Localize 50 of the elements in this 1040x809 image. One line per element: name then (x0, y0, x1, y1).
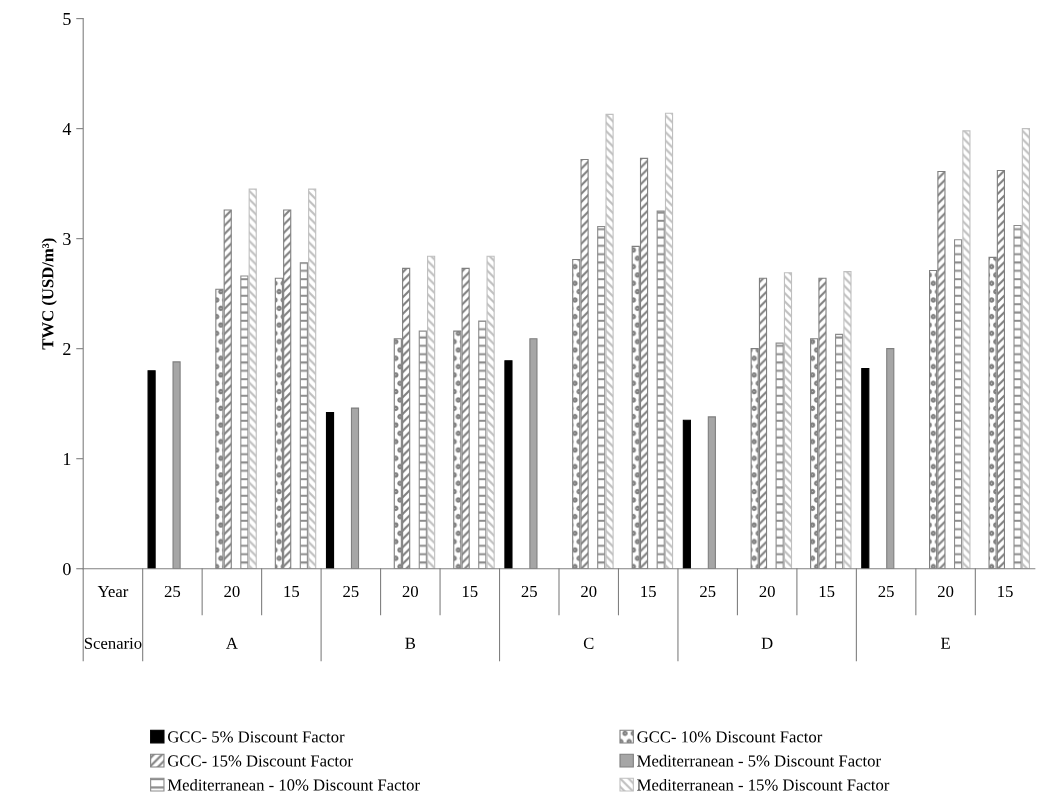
bar (962, 130, 971, 569)
bar (504, 360, 513, 569)
bar (147, 370, 156, 569)
y-tick-label: 1 (63, 453, 71, 465)
x-tick-label: 25 (700, 585, 716, 598)
bar (682, 419, 691, 569)
x-tick-label: 15 (462, 585, 478, 598)
x-tick-label: 20 (402, 585, 419, 598)
legend-label: GCC- 15% Discount Factor (167, 755, 353, 767)
y-tick-label: 4 (62, 123, 72, 135)
bar (861, 367, 870, 569)
bar (486, 255, 495, 569)
y-tick-label: 2 (63, 342, 71, 355)
text: Scenario (84, 637, 142, 649)
text: D (761, 637, 773, 649)
bar (1021, 128, 1030, 569)
x-tick-label: 25 (343, 585, 359, 598)
x-tick-label: Year (97, 586, 129, 598)
legend-label: Mediterranean - 5% Discount Factor (637, 754, 881, 767)
x-tick-label: 20 (759, 585, 775, 598)
bar (248, 188, 257, 569)
text: E (940, 637, 950, 649)
x-tick-label: 15 (284, 585, 300, 598)
bar (605, 113, 614, 569)
bar (427, 255, 436, 569)
bar (843, 271, 852, 569)
text: C (583, 637, 594, 649)
legend-label: GCC- 5% Discount Factor (167, 731, 345, 743)
bar (325, 411, 335, 569)
x-tick-label: 15 (998, 585, 1013, 598)
x-tick-label: 20 (224, 585, 240, 598)
x-tick-label: 20 (581, 585, 597, 598)
y-axis-title: TWC (USD/m³) (41, 238, 57, 350)
legend-label: Mediterranean - 10% Discount Factor (167, 778, 420, 791)
x-tick-label: 15 (819, 585, 835, 598)
legend-label: Mediterranean - 15% Discount Factor (637, 778, 890, 791)
text: B (405, 637, 416, 649)
bar (783, 272, 793, 569)
y-tick-label: 3 (63, 232, 71, 246)
x-tick-label: 25 (521, 585, 537, 598)
x-tick-label: 20 (937, 585, 954, 598)
x-tick-label: 25 (878, 585, 894, 598)
x-tick-label: 25 (164, 585, 181, 598)
y-tick-label: 0 (63, 562, 71, 576)
legend-label: GCC- 10% Discount Factor (637, 731, 823, 743)
bar (664, 112, 674, 569)
bar (308, 188, 317, 569)
y-tick-label: 5 (63, 13, 71, 26)
x-tick-label: 15 (641, 585, 656, 598)
text: A (226, 637, 238, 649)
